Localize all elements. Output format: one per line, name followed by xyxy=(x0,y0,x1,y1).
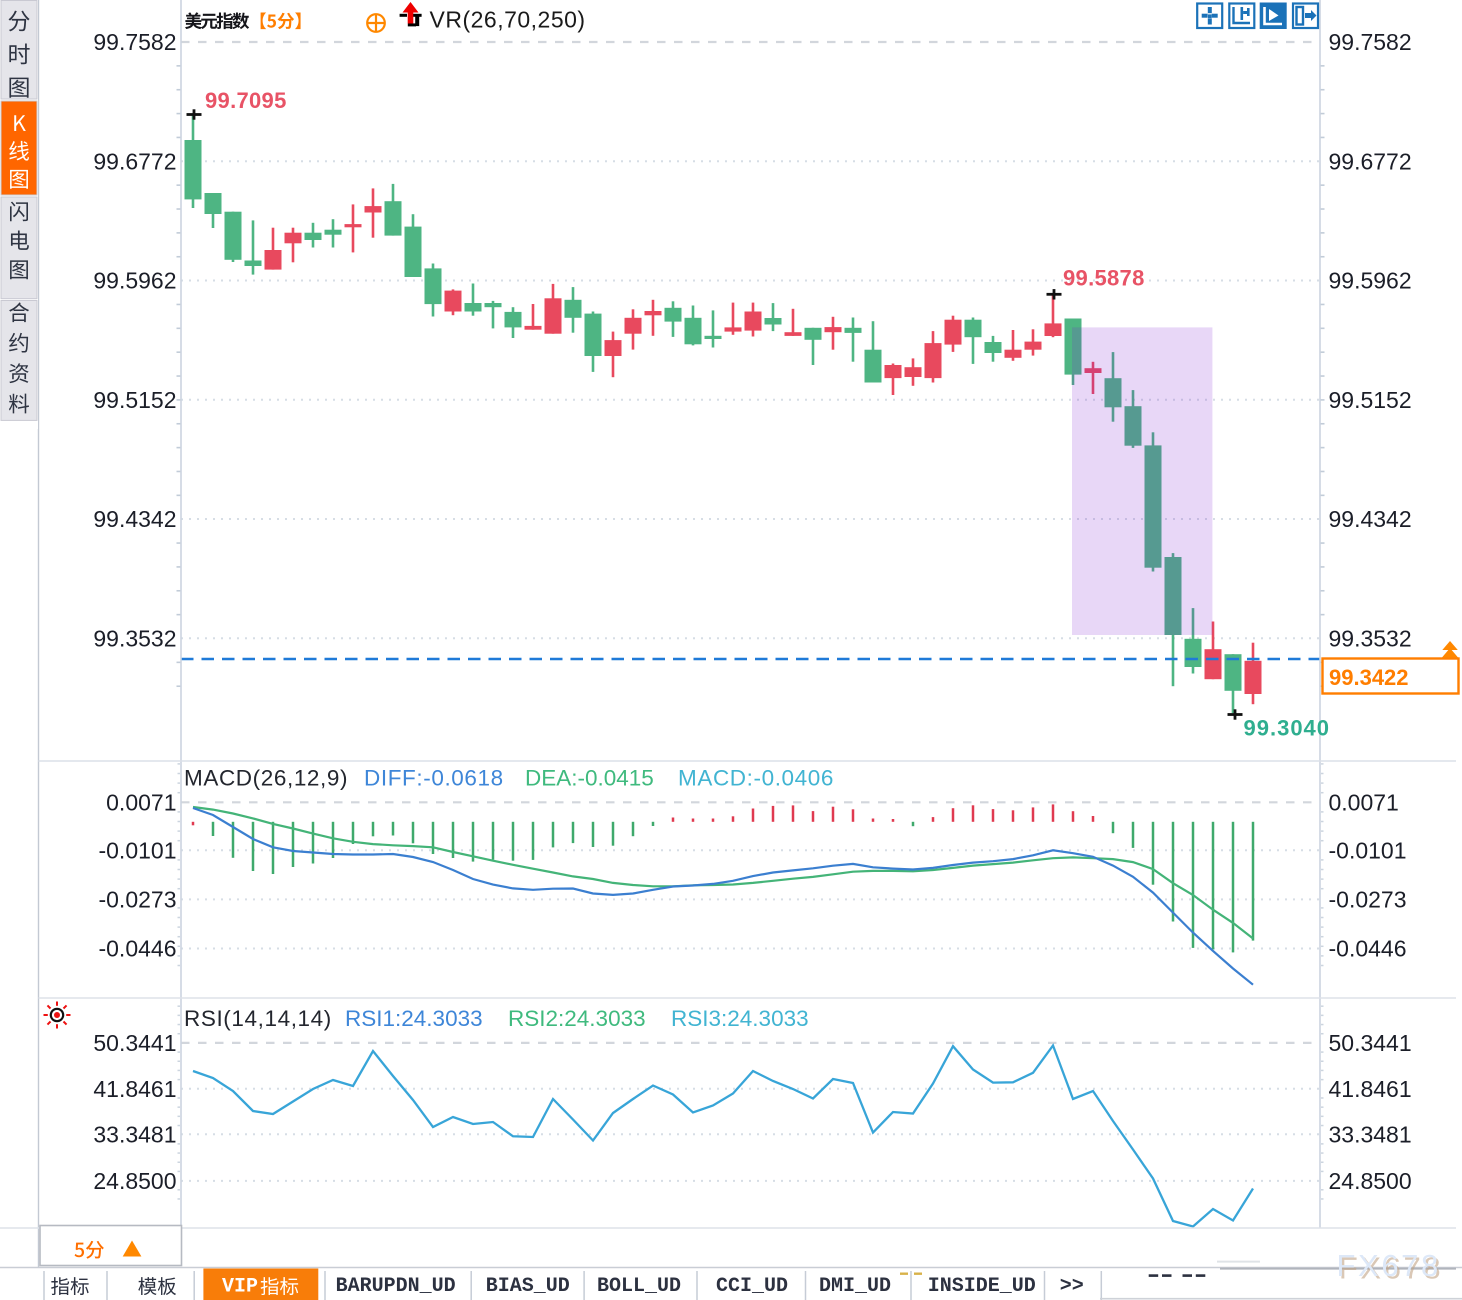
svg-text:99.5878: 99.5878 xyxy=(1063,266,1145,291)
svg-text:99.3532: 99.3532 xyxy=(1329,625,1412,651)
svg-text:-0.0273: -0.0273 xyxy=(1329,886,1407,912)
svg-text:-0.0273: -0.0273 xyxy=(98,886,176,912)
svg-text:VIP: VIP xyxy=(222,1276,258,1299)
svg-text:DIFF:-0.0618: DIFF:-0.0618 xyxy=(364,766,504,791)
svg-text:24.8500: 24.8500 xyxy=(1329,1168,1412,1194)
svg-text:FX678: FX678 xyxy=(1339,1250,1443,1285)
svg-text:99.4342: 99.4342 xyxy=(1329,506,1412,532)
svg-text:CCI_UD: CCI_UD xyxy=(716,1275,788,1298)
svg-text:>>: >> xyxy=(1060,1275,1084,1298)
svg-text:-0.0101: -0.0101 xyxy=(1329,837,1407,863)
svg-text:0.0071: 0.0071 xyxy=(1329,789,1399,815)
svg-text:99.5152: 99.5152 xyxy=(93,387,176,413)
svg-text:99.7582: 99.7582 xyxy=(93,29,176,55)
svg-text:INSIDE_UD: INSIDE_UD xyxy=(928,1275,1036,1298)
svg-text:VR(26,70,250): VR(26,70,250) xyxy=(430,7,586,33)
svg-text:BIAS_UD: BIAS_UD xyxy=(486,1275,570,1298)
svg-text:99.3422: 99.3422 xyxy=(1329,665,1409,690)
svg-text:-0.0446: -0.0446 xyxy=(1329,936,1407,962)
svg-text:99.6772: 99.6772 xyxy=(1329,148,1412,174)
svg-text:RSI1:24.3033: RSI1:24.3033 xyxy=(345,1006,483,1031)
svg-text:DEA:-0.0415: DEA:-0.0415 xyxy=(525,766,654,791)
svg-text:99.5962: 99.5962 xyxy=(93,268,176,294)
svg-text:99.7582: 99.7582 xyxy=(1329,29,1412,55)
svg-text:33.3481: 33.3481 xyxy=(93,1121,176,1147)
svg-text:0.0071: 0.0071 xyxy=(106,789,176,815)
svg-text:50.3441: 50.3441 xyxy=(1329,1030,1412,1056)
svg-text:41.8461: 41.8461 xyxy=(93,1076,176,1102)
svg-text:41.8461: 41.8461 xyxy=(1329,1076,1412,1102)
svg-text:FX678: FX678 xyxy=(1337,1248,1441,1283)
svg-text:MACD(26,12,9): MACD(26,12,9) xyxy=(184,766,348,791)
svg-text:MACD:-0.0406: MACD:-0.0406 xyxy=(678,766,834,791)
svg-text:RSI3:24.3033: RSI3:24.3033 xyxy=(671,1006,809,1031)
svg-text:99.3532: 99.3532 xyxy=(93,625,176,651)
svg-text:50.3441: 50.3441 xyxy=(93,1030,176,1056)
svg-text:99.5962: 99.5962 xyxy=(1329,268,1412,294)
svg-text:24.8500: 24.8500 xyxy=(93,1168,176,1194)
svg-text:99.3040: 99.3040 xyxy=(1244,716,1331,741)
svg-text:99.4342: 99.4342 xyxy=(93,506,176,532)
svg-text:RSI(14,14,14): RSI(14,14,14) xyxy=(184,1006,332,1031)
svg-text:-0.0446: -0.0446 xyxy=(98,936,176,962)
svg-text:99.5152: 99.5152 xyxy=(1329,387,1412,413)
svg-text:99.6772: 99.6772 xyxy=(93,148,176,174)
svg-text:33.3481: 33.3481 xyxy=(1329,1121,1412,1147)
svg-text:BARUPDN_UD: BARUPDN_UD xyxy=(336,1275,456,1298)
svg-text:RSI2:24.3033: RSI2:24.3033 xyxy=(508,1006,646,1031)
svg-text:DMI_UD: DMI_UD xyxy=(819,1275,891,1298)
svg-text:BOLL_UD: BOLL_UD xyxy=(597,1275,681,1298)
svg-text:99.7095: 99.7095 xyxy=(205,88,287,113)
svg-text:-0.0101: -0.0101 xyxy=(98,837,176,863)
